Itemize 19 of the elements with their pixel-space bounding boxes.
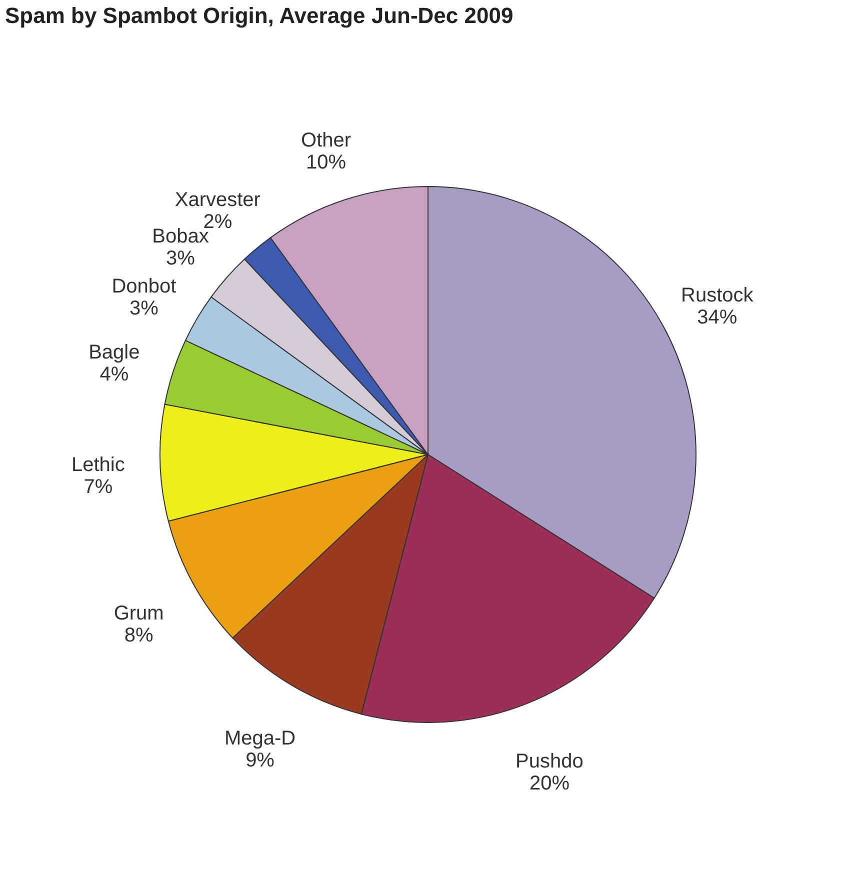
chart-title: Spam by Spambot Origin, Average Jun-Dec 2009 — [5, 3, 514, 28]
data-label: 34% — [697, 306, 738, 329]
data-label: 7% — [84, 476, 113, 498]
slice-label: Donbot — [112, 276, 177, 298]
data-label: 8% — [124, 624, 154, 646]
data-label: 10% — [306, 152, 346, 174]
slice-label: Mega-D — [224, 728, 296, 750]
slice-label: Bagle — [88, 342, 140, 364]
slice-label: Grum — [114, 602, 164, 624]
data-label: 3% — [130, 298, 159, 320]
data-label: 3% — [166, 247, 196, 270]
data-label: 9% — [246, 750, 275, 772]
slice-label: Pushdo — [516, 750, 584, 772]
slice-label: Xarvester — [174, 189, 261, 212]
data-label: 4% — [100, 364, 129, 386]
data-label: 20% — [529, 772, 570, 794]
slice-label: Lethic — [71, 454, 125, 476]
slice-label: Other — [301, 130, 352, 152]
slice-label: Rustock — [681, 284, 754, 307]
